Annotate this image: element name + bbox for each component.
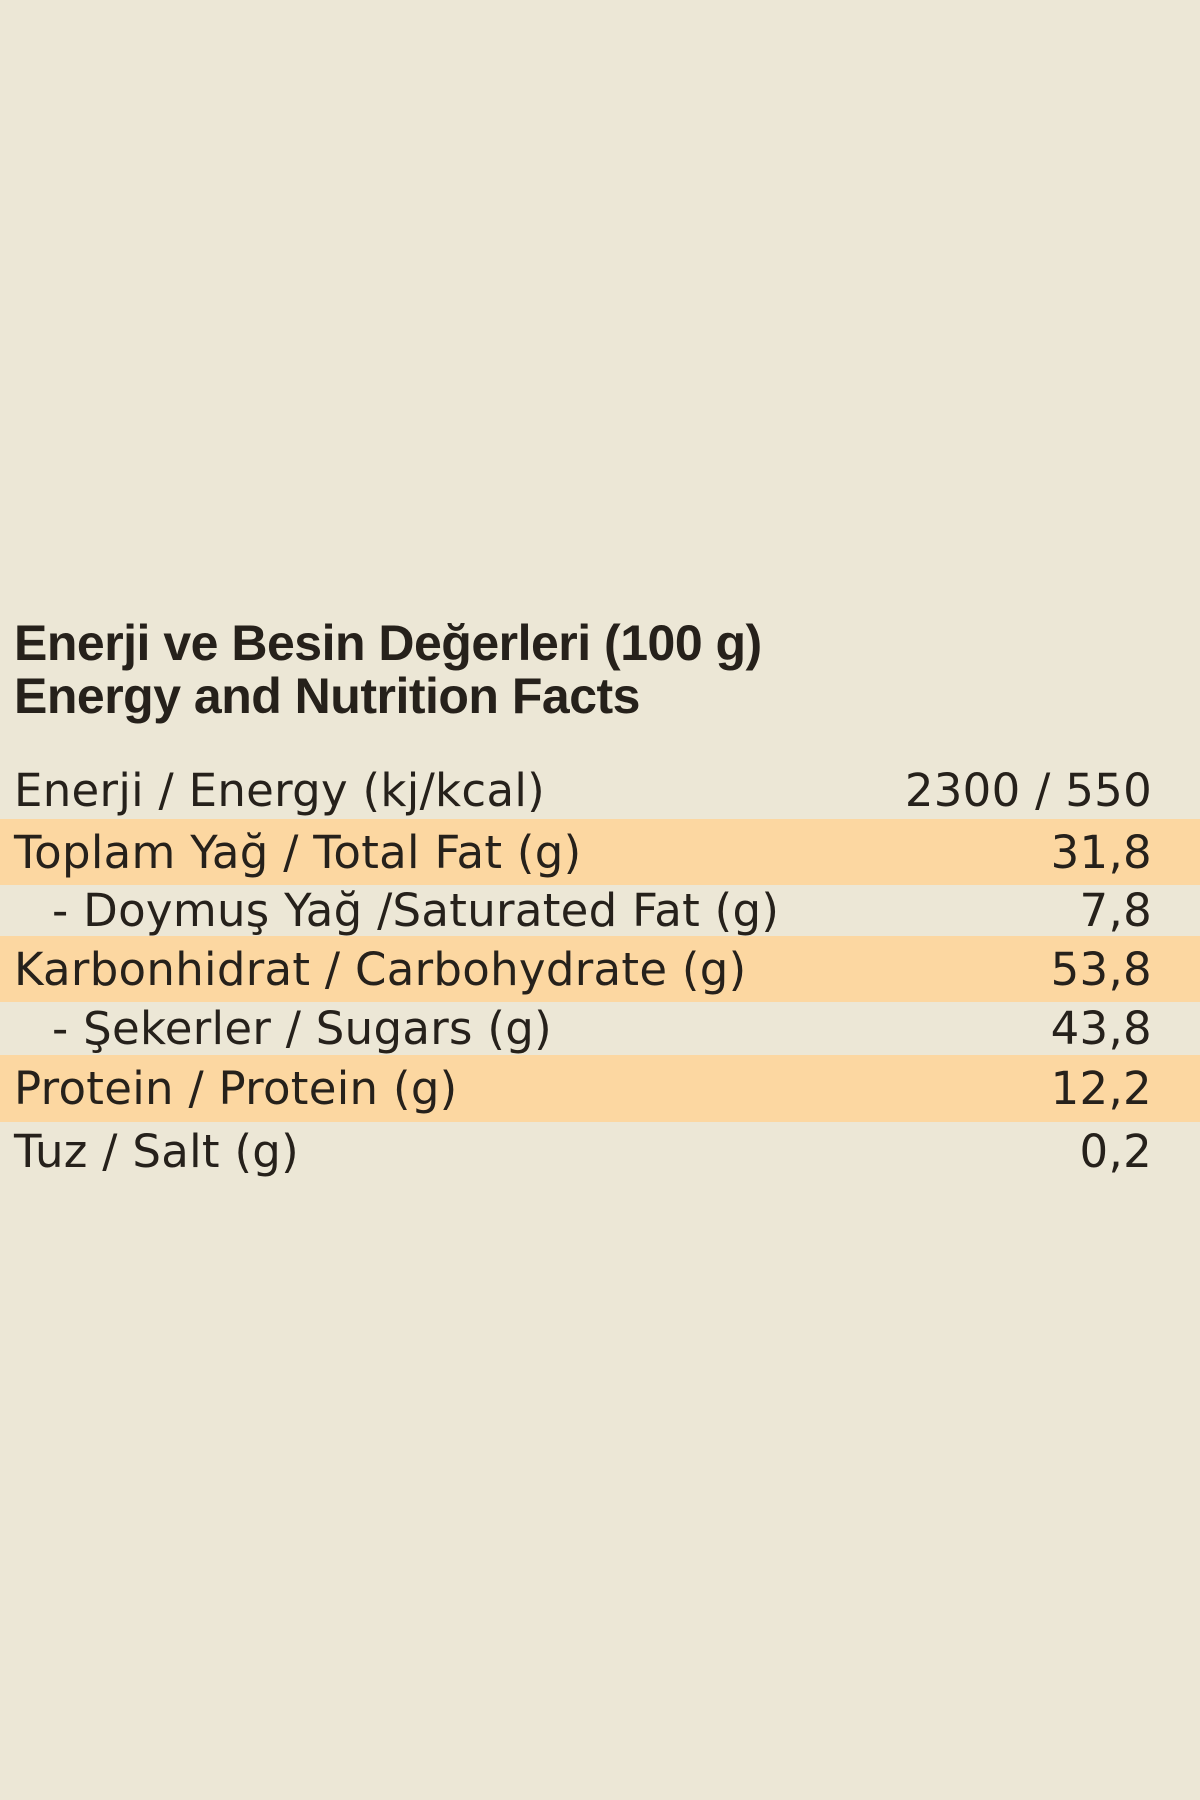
page-title: Enerji ve Besin Değerleri (100 g) Energy… <box>14 617 762 723</box>
row-value: 31,8 <box>1050 825 1152 879</box>
title-line-english: Energy and Nutrition Facts <box>14 668 640 724</box>
row-value: 7,8 <box>1079 884 1152 937</box>
table-row: Toplam Yağ / Total Fat (g) 31,8 <box>0 819 1200 885</box>
row-label: Protein / Protein (g) <box>14 1062 458 1115</box>
title-line-turkish: Enerji ve Besin Değerleri (100 g) <box>14 615 762 671</box>
row-value: 53,8 <box>1050 942 1152 996</box>
table-row: - Şekerler / Sugars (g) 43,8 <box>0 1002 1200 1055</box>
row-label: - Doymuş Yağ /Saturated Fat (g) <box>52 884 780 937</box>
row-label: Karbonhidrat / Carbohydrate (g) <box>14 942 747 996</box>
row-value: 43,8 <box>1050 1002 1152 1055</box>
row-value: 0,2 <box>1079 1124 1152 1178</box>
table-row: Tuz / Salt (g) 0,2 <box>0 1122 1200 1180</box>
row-label: - Şekerler / Sugars (g) <box>52 1002 552 1055</box>
nutrition-table: Enerji / Energy (kj/kcal) 2300 / 550 Top… <box>0 762 1200 1180</box>
row-value: 12,2 <box>1050 1062 1152 1115</box>
table-row: Protein / Protein (g) 12,2 <box>0 1055 1200 1122</box>
row-label: Toplam Yağ / Total Fat (g) <box>14 825 582 879</box>
row-value: 2300 / 550 <box>904 764 1152 817</box>
table-row: Enerji / Energy (kj/kcal) 2300 / 550 <box>0 762 1200 819</box>
row-label: Enerji / Energy (kj/kcal) <box>14 764 545 817</box>
row-label: Tuz / Salt (g) <box>14 1124 300 1178</box>
table-row: Karbonhidrat / Carbohydrate (g) 53,8 <box>0 936 1200 1002</box>
table-row: - Doymuş Yağ /Saturated Fat (g) 7,8 <box>0 884 1200 937</box>
